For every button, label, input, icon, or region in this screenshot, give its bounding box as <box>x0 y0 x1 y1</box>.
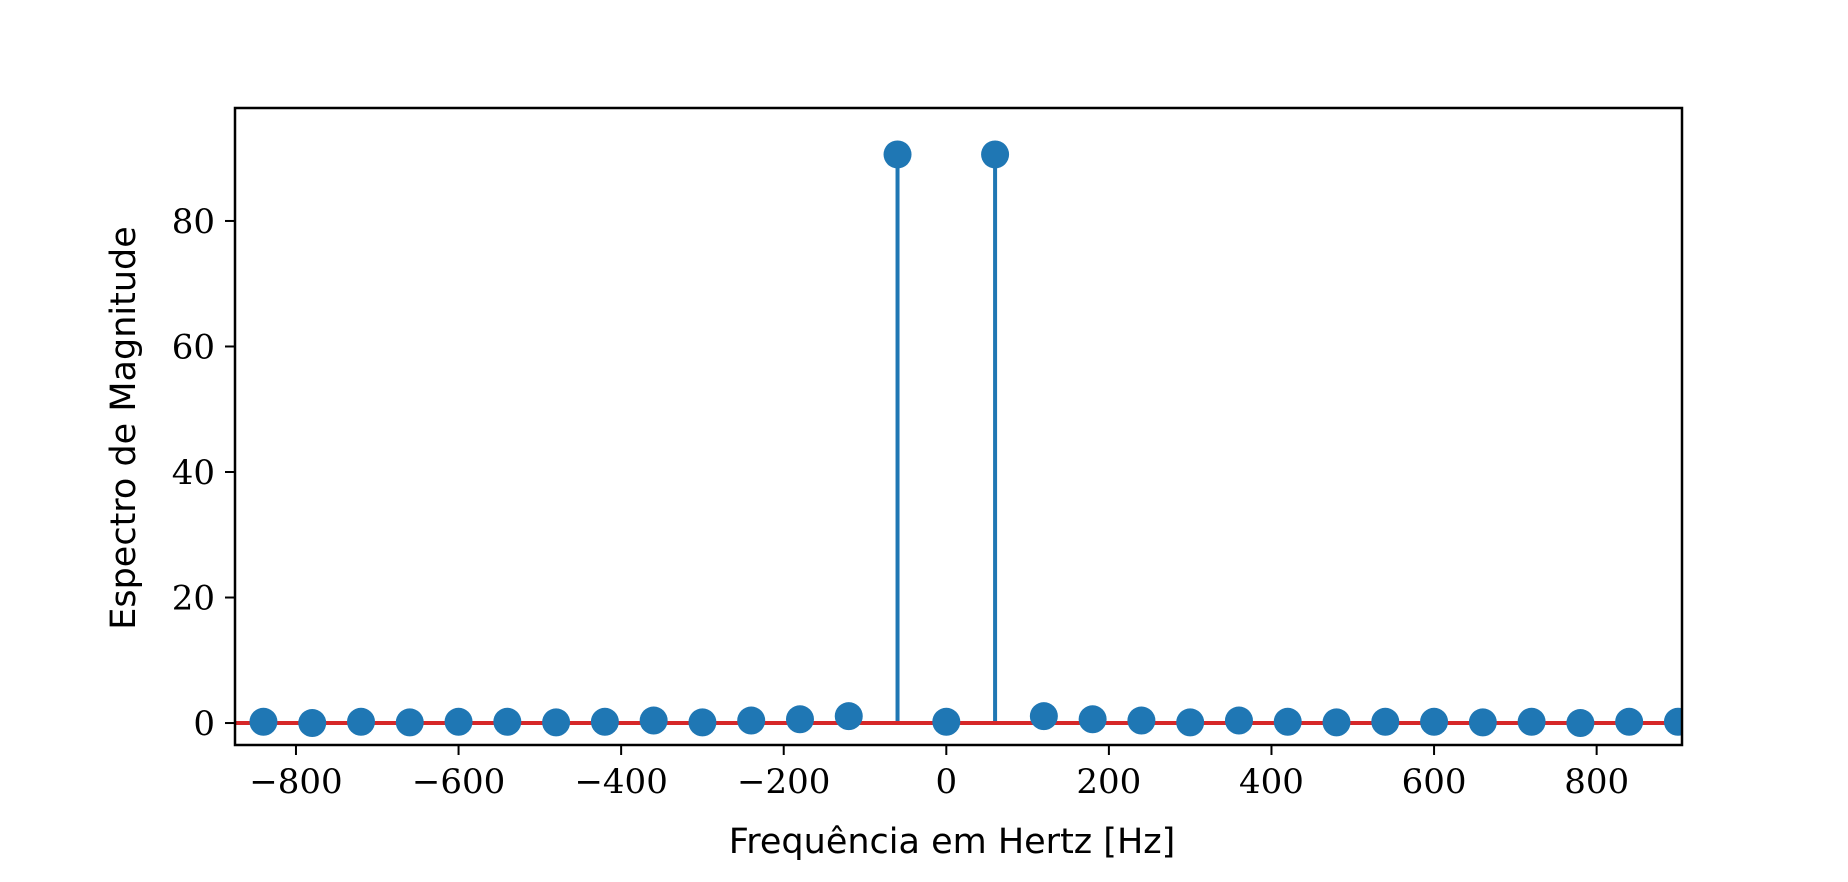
stem-marker <box>737 706 766 735</box>
stem-marker <box>834 702 863 731</box>
stem-marker <box>883 140 912 169</box>
axes-frame <box>233 106 1684 747</box>
stem-marker <box>1420 707 1449 736</box>
stem-marker <box>542 708 571 737</box>
x-tick-label: −200 <box>737 762 830 802</box>
stem-marker <box>932 707 961 736</box>
plot-content <box>235 140 1682 738</box>
stem-marker <box>1615 707 1644 736</box>
x-tick-label: −600 <box>412 762 505 802</box>
stem-marker <box>249 707 278 736</box>
x-tick-label: −400 <box>574 762 667 802</box>
x-tick-label: −800 <box>249 762 342 802</box>
stem-marker <box>1517 707 1546 736</box>
stem-marker <box>1224 706 1253 735</box>
stem-marker <box>1127 706 1156 735</box>
stem-marker <box>1371 707 1400 736</box>
y-tick-label: 20 <box>172 579 215 619</box>
x-axis-label: Frequência em Hertz [Hz] <box>729 822 1176 862</box>
x-tick-label: 400 <box>1239 762 1304 802</box>
y-tick-label: 40 <box>172 453 215 493</box>
stem-marker <box>639 706 668 735</box>
stem-marker <box>1468 708 1497 737</box>
axes: −800 −600 −400 −200 0 200 400 600 800 0 20 40 60 80 <box>172 106 1684 802</box>
y-tick-label: 0 <box>193 704 215 744</box>
stem-marker <box>1322 708 1351 737</box>
stem-marker <box>1029 702 1058 731</box>
stem-marker <box>395 708 424 737</box>
x-tick-label: 200 <box>1076 762 1141 802</box>
plot-area <box>235 140 1682 738</box>
stem-marker <box>298 709 327 738</box>
stem-marker <box>785 705 814 734</box>
stem-marker <box>1566 709 1595 738</box>
stem-marker <box>347 707 376 736</box>
x-tick-label: 0 <box>935 762 957 802</box>
stem-marker <box>493 707 522 736</box>
stem-marker <box>1078 705 1107 734</box>
stem-marker <box>590 707 619 736</box>
x-tick-label: 600 <box>1402 762 1467 802</box>
stem-marker <box>444 707 473 736</box>
stem-marker <box>981 140 1010 169</box>
x-tick-label: 800 <box>1564 762 1629 802</box>
stem-marker <box>1663 707 1682 736</box>
stem-marker <box>1273 707 1302 736</box>
y-axis-label: Espectro de Magnitude <box>104 226 144 630</box>
y-tick-label: 80 <box>172 202 215 242</box>
stem-marker <box>1176 708 1205 737</box>
y-tick-label: 60 <box>172 327 215 367</box>
stem-marker <box>688 708 717 737</box>
